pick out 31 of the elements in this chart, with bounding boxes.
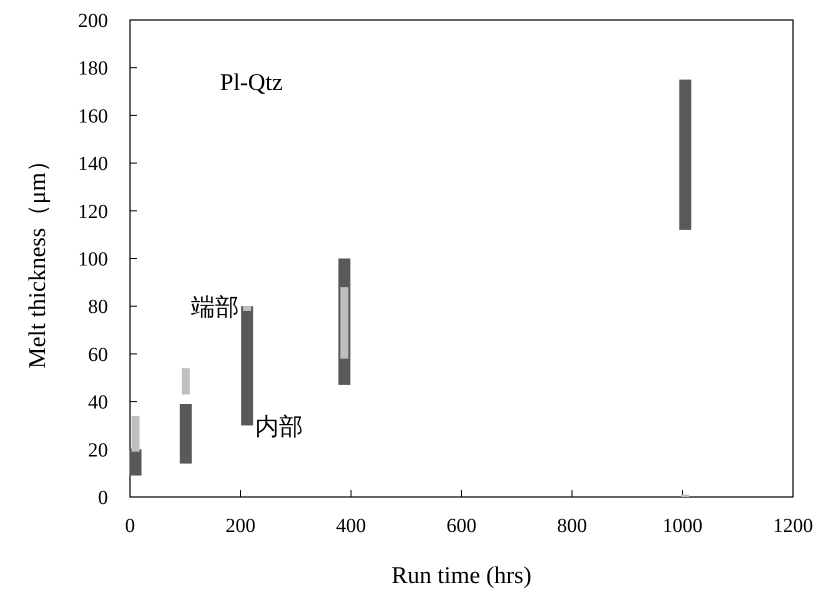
y-tick-label: 120	[78, 200, 108, 223]
x-tick-label: 1200	[773, 515, 813, 537]
x-tick-label: 800	[557, 515, 587, 537]
x-tick-label: 400	[336, 515, 366, 537]
y-tick-label: 40	[88, 392, 108, 414]
y-axis-title: Melt thickness（μm）	[25, 148, 51, 369]
x-tick-label: 1000	[662, 515, 702, 537]
y-tick-label: 140	[78, 153, 108, 176]
annotation: 内部	[255, 413, 304, 440]
y-tick-label: 100	[78, 248, 108, 270]
annotation: Pl-Qtz	[220, 70, 283, 96]
bar	[180, 404, 192, 464]
y-tick-label: 160	[78, 105, 108, 128]
y-tick-label: 20	[88, 439, 108, 462]
bar	[182, 368, 190, 394]
y-tick-label: 80	[88, 296, 108, 318]
bar	[132, 416, 140, 452]
x-tick-label: 600	[446, 515, 476, 537]
x-tick-label: 0	[125, 515, 135, 537]
y-tick-label: 200	[78, 10, 108, 32]
bar	[243, 306, 252, 311]
x-tick-label: 200	[226, 515, 256, 537]
bar	[130, 449, 142, 476]
y-tick-label: 60	[88, 344, 108, 366]
y-tick-label: 180	[78, 58, 108, 80]
annotation: 端部	[191, 294, 240, 322]
bar	[340, 287, 348, 359]
x-axis-title: Run time (hrs)	[392, 563, 532, 589]
bar	[241, 306, 254, 426]
bar	[679, 80, 692, 230]
y-tick-label: 0	[98, 487, 108, 509]
